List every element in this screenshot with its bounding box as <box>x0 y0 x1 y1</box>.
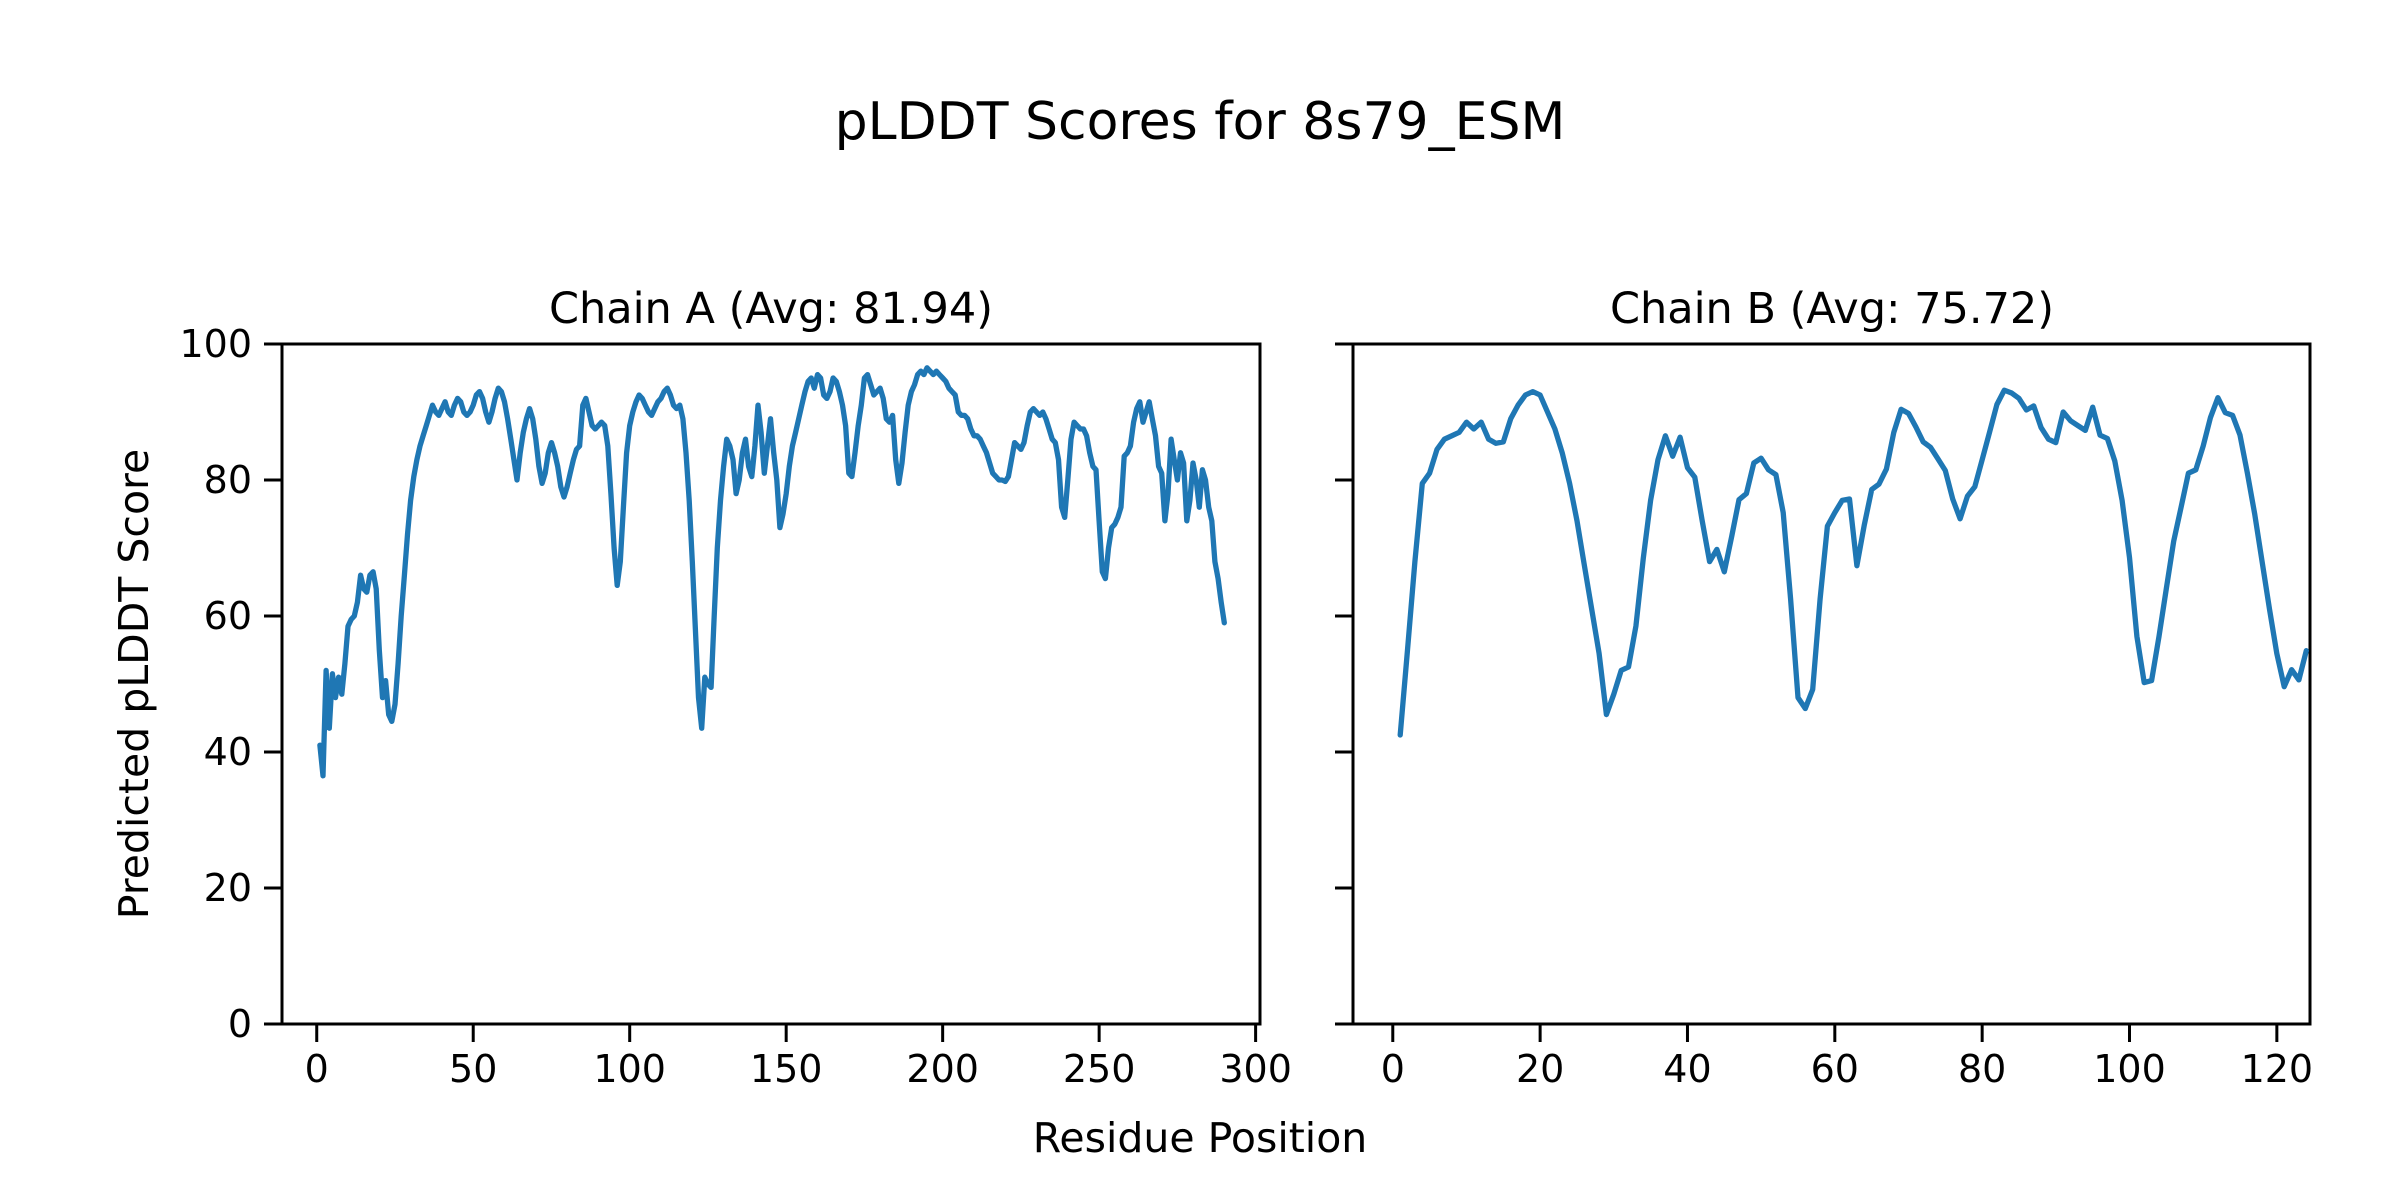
x-tick-label: 250 <box>1063 1047 1136 1091</box>
subplot-chain-b: 0 20 40 60 80 100 120 <box>1335 342 2313 1091</box>
x-axis-label: Residue Position <box>1032 1114 1368 1162</box>
plddt-line-chain-b <box>1397 387 2309 738</box>
y-ticks-chain-a: 0 20 40 60 80 100 <box>179 322 282 1046</box>
x-ticks-chain-b: 0 20 40 60 80 100 120 <box>1381 1024 2313 1091</box>
x-tick-label: 300 <box>1219 1047 1292 1091</box>
axes-spines-chain-a <box>280 342 1262 1026</box>
y-ticks-chain-b <box>1335 342 1353 1026</box>
x-tick-label: 80 <box>1958 1047 2006 1091</box>
axes-spines-chain-b <box>1351 342 2312 1026</box>
subplot-title-chain-b: Chain B (Avg: 75.72) <box>1609 284 2055 334</box>
x-tick-label: 20 <box>1516 1047 1564 1091</box>
y-tick-label: 100 <box>179 322 252 366</box>
subplot-chain-a: 0 50 100 150 200 250 300 0 20 40 60 80 100 <box>179 322 1291 1091</box>
figure-suptitle: pLDDT Scores for 8s79_ESM <box>834 92 1566 152</box>
plddt-line-chain-a <box>317 365 1227 779</box>
x-tick-label: 0 <box>305 1047 329 1091</box>
y-tick-label: 80 <box>204 458 252 502</box>
y-tick-label: 60 <box>204 594 252 638</box>
x-tick-label: 200 <box>906 1047 979 1091</box>
x-tick-label: 50 <box>449 1047 497 1091</box>
y-tick-label: 40 <box>204 730 252 774</box>
x-tick-label: 120 <box>2241 1047 2314 1091</box>
x-tick-label: 150 <box>750 1047 823 1091</box>
x-ticks-chain-a: 0 50 100 150 200 250 300 <box>305 1024 1292 1091</box>
x-tick-label: 0 <box>1381 1047 1405 1091</box>
x-tick-label: 40 <box>1663 1047 1711 1091</box>
x-tick-label: 100 <box>2093 1047 2166 1091</box>
y-tick-label: 20 <box>204 866 252 910</box>
subplot-title-chain-a: Chain A (Avg: 81.94) <box>548 284 994 334</box>
x-tick-label: 100 <box>593 1047 666 1091</box>
y-tick-label: 0 <box>228 1002 252 1046</box>
x-tick-label: 60 <box>1811 1047 1859 1091</box>
